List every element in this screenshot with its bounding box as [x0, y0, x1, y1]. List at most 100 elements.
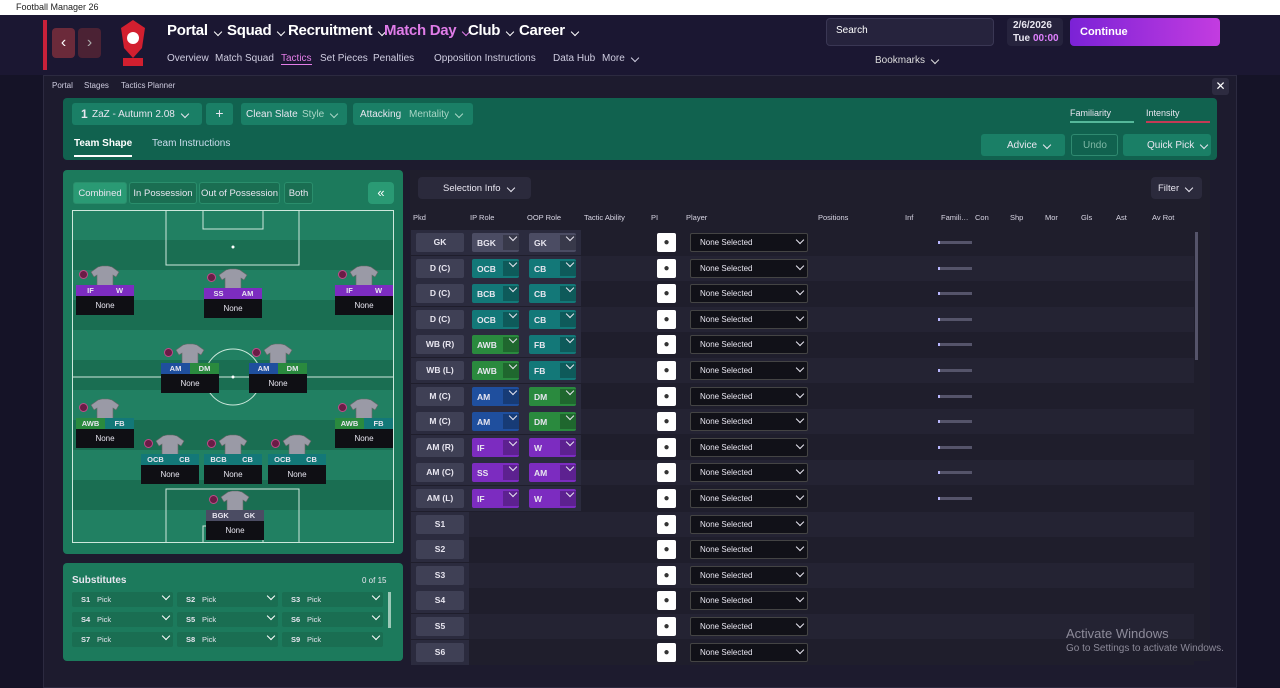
nav-item[interactable]: Recruitment — [288, 22, 385, 39]
quick-pick[interactable]: Quick Pick — [1147, 140, 1207, 151]
sub-slot-pick[interactable]: Pick — [202, 635, 217, 644]
player-name[interactable]: None — [335, 429, 393, 448]
column-header[interactable]: OOP Role — [527, 213, 562, 222]
pi-button[interactable]: ● — [657, 258, 676, 278]
sub-slot[interactable] — [282, 632, 383, 647]
column-header[interactable]: Inf — [905, 213, 914, 222]
player-name[interactable]: None — [76, 296, 134, 315]
player-select[interactable] — [690, 361, 808, 380]
position-button[interactable]: S1 — [416, 514, 464, 534]
player-select[interactable] — [690, 437, 808, 457]
position-button[interactable]: WB (L) — [416, 361, 464, 380]
column-header[interactable]: Pkd — [413, 213, 426, 222]
column-header[interactable]: Shp — [1010, 213, 1024, 222]
sub-slot[interactable] — [72, 592, 173, 607]
player-select[interactable] — [690, 258, 808, 278]
pi-button[interactable]: ● — [657, 463, 676, 483]
advice[interactable]: Advice — [1007, 140, 1050, 151]
player-name[interactable]: None — [249, 374, 307, 393]
close-button[interactable]: ✕ — [1212, 78, 1229, 95]
player-select[interactable] — [690, 386, 808, 406]
view-tab[interactable]: Out of Possession — [199, 182, 280, 204]
breadcrumb-item[interactable]: Tactics Planner — [121, 81, 176, 90]
player-select[interactable] — [690, 412, 808, 432]
position-button[interactable]: S2 — [416, 540, 464, 560]
sub-slot-pick[interactable]: Pick — [307, 635, 322, 644]
sub-slot[interactable] — [177, 612, 278, 627]
position-button[interactable]: S4 — [416, 591, 464, 611]
search-button[interactable]: Search — [836, 25, 868, 36]
sub-slot-pick[interactable]: Pick — [202, 615, 217, 624]
sub-slot[interactable] — [177, 632, 278, 647]
position-button[interactable]: D (C) — [416, 309, 464, 329]
player-select[interactable] — [690, 617, 808, 636]
tab[interactable]: Team Shape — [74, 138, 133, 157]
column-header[interactable]: Gls — [1081, 213, 1093, 222]
style[interactable]: Clean Slate — [246, 109, 298, 120]
subnav-item[interactable]: More — [602, 53, 638, 64]
player-select[interactable] — [690, 309, 808, 329]
position-button[interactable]: D (C) — [416, 284, 464, 304]
player-name[interactable]: None — [204, 299, 262, 318]
position-button[interactable]: M (C) — [416, 386, 464, 406]
position-button[interactable]: D (C) — [416, 258, 464, 278]
pi-button[interactable]: ● — [657, 565, 676, 585]
player-name[interactable]: None — [335, 296, 393, 315]
position-button[interactable]: AM (C) — [416, 463, 464, 483]
nav-item[interactable]: Career — [519, 22, 578, 39]
player-select[interactable] — [690, 642, 808, 662]
pi-button[interactable]: ● — [657, 617, 676, 636]
column-header[interactable]: Famili… — [941, 213, 969, 222]
nav-item[interactable]: Club — [468, 22, 513, 39]
player-select[interactable] — [690, 540, 808, 560]
sub-slot-pick[interactable]: Pick — [307, 595, 322, 604]
player-name[interactable]: None — [76, 429, 134, 448]
pi-button[interactable]: ● — [657, 591, 676, 611]
mentality[interactable]: Attacking — [360, 109, 402, 120]
undo[interactable]: Undo — [1083, 140, 1107, 151]
tab[interactable]: Team Instructions — [152, 138, 231, 149]
position-button[interactable]: S5 — [416, 617, 464, 636]
player-name[interactable]: None — [268, 465, 326, 484]
position-button[interactable]: S6 — [416, 642, 464, 662]
player-name[interactable]: None — [204, 465, 262, 484]
column-header[interactable]: Tactic Ability — [584, 213, 625, 222]
back-button[interactable]: ‹ — [52, 28, 75, 58]
nav-item[interactable]: Match Day — [384, 22, 469, 39]
sub-slot-pick[interactable]: Pick — [97, 595, 112, 604]
player-name[interactable]: None — [161, 374, 219, 393]
pi-button[interactable]: ● — [657, 386, 676, 406]
column-header[interactable]: Av Rot — [1152, 213, 1175, 222]
sub-slot[interactable] — [72, 612, 173, 627]
sub-slot[interactable] — [282, 592, 383, 607]
subnav-item[interactable]: Tactics — [281, 53, 312, 65]
position-button[interactable]: AM (L) — [416, 489, 464, 508]
subnav-item[interactable]: Match Squad — [215, 53, 274, 64]
tactic-name[interactable]: ZaZ - Autumn 2.08 — [92, 109, 188, 120]
view-tab[interactable]: Combined — [73, 182, 127, 204]
pi-button[interactable]: ● — [657, 335, 676, 355]
column-header[interactable]: Player — [686, 213, 708, 222]
sub-slot[interactable] — [282, 612, 383, 627]
filter[interactable]: Filter — [1158, 183, 1192, 194]
collapse-button[interactable]: « — [368, 182, 394, 204]
player-select[interactable] — [690, 514, 808, 534]
subnav-item[interactable]: Data Hub — [553, 53, 596, 64]
sub-slot[interactable] — [72, 632, 173, 647]
player-select[interactable] — [690, 335, 808, 355]
pi-button[interactable]: ● — [657, 514, 676, 534]
pi-button[interactable]: ● — [657, 309, 676, 329]
column-header[interactable]: Positions — [818, 213, 849, 222]
column-header[interactable]: PI — [651, 213, 659, 222]
player-select[interactable] — [690, 463, 808, 483]
player-select[interactable] — [690, 489, 808, 508]
view-tab[interactable]: In Possession — [129, 182, 197, 204]
player-select[interactable] — [690, 233, 808, 252]
nav-item[interactable]: Portal — [167, 22, 221, 39]
player-name[interactable]: None — [206, 521, 264, 540]
pi-button[interactable]: ● — [657, 437, 676, 457]
sub-slot-pick[interactable]: Pick — [202, 595, 217, 604]
subnav-item[interactable]: Set Pieces — [320, 53, 368, 64]
selection-info[interactable]: Selection Info — [443, 183, 514, 194]
pi-button[interactable]: ● — [657, 642, 676, 662]
